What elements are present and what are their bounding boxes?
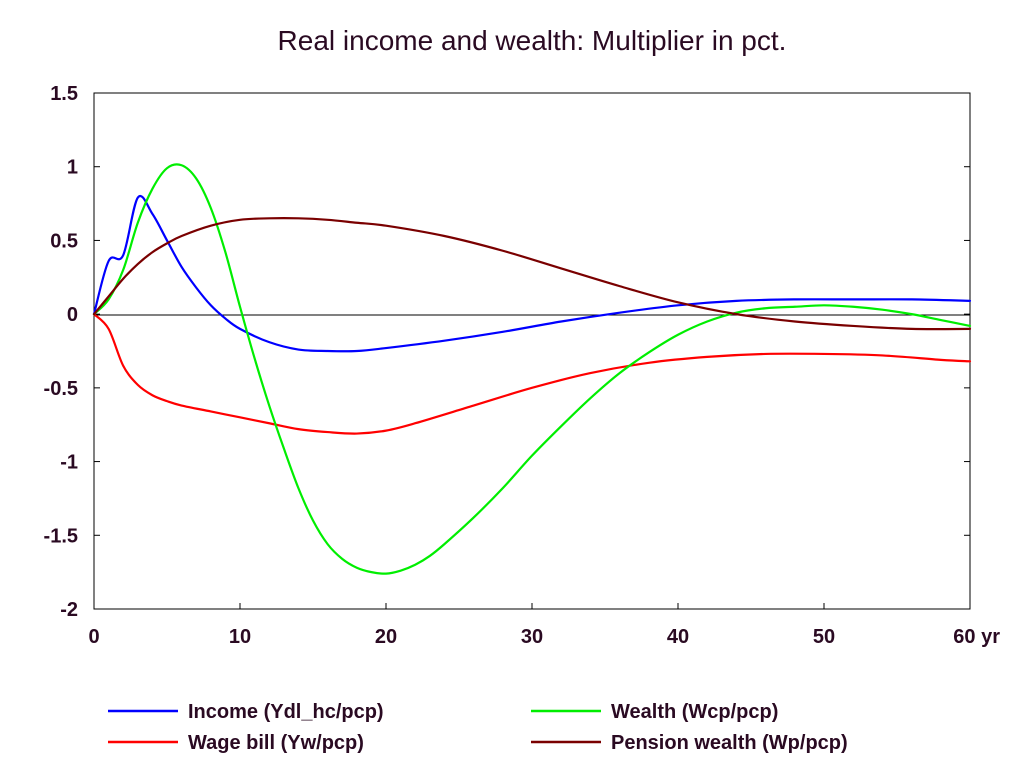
x-tick-label: 50: [813, 626, 835, 648]
x-tick-label: 0: [88, 626, 99, 648]
x-tick-label: 30: [521, 626, 543, 648]
plot-frame: [93, 92, 971, 610]
legend-label-0: Income (Ydl_hc/pcp): [188, 701, 384, 723]
axis-ticks: 1.5 1 0.5 0 -0.5 -1 -1.5 -2 0 10 20 30 40 50 60 yr: [44, 83, 1001, 648]
y-tick-label: 1: [67, 157, 78, 179]
series-line-2: [92, 163, 972, 575]
x-tick-label: 20: [375, 626, 397, 648]
series-line-0: [92, 194, 972, 353]
series-lines: [92, 163, 972, 575]
series-line-3: [92, 217, 972, 331]
legend-label-1: Wage bill (Yw/pcp): [188, 732, 364, 754]
x-tick-label: 40: [667, 626, 689, 648]
y-tick-label: 0.5: [50, 230, 78, 252]
y-tick-label: 1.5: [50, 83, 78, 105]
legend: Income (Ydl_hc/pcp) Wage bill (Yw/pcp) Wea…: [108, 701, 848, 754]
y-tick-label: -1: [60, 452, 78, 474]
legend-label-3: Pension wealth (Wp/pcp): [611, 732, 848, 754]
series-line-1: [92, 313, 972, 435]
y-tick-label: 0: [67, 304, 78, 326]
x-tick-label: 10: [229, 626, 251, 648]
y-tick-label: -0.5: [44, 378, 78, 400]
y-tick-label: -1.5: [44, 525, 78, 547]
y-tick-label: -2: [60, 599, 78, 621]
legend-label-2: Wealth (Wcp/pcp): [611, 701, 778, 723]
chart-title: Real income and wealth: Multiplier in pc…: [278, 25, 787, 56]
x-tick-label: 60 yr: [953, 626, 1000, 648]
